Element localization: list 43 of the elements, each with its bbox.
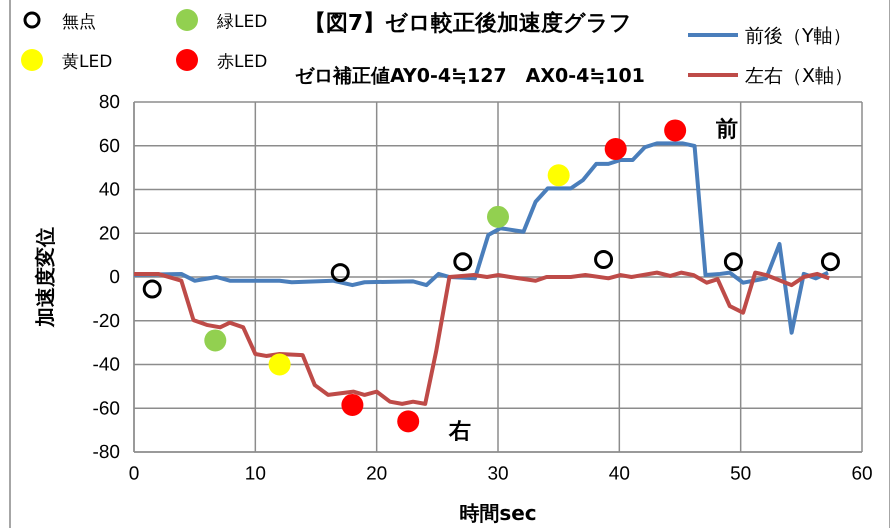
y-tick-label: -20 [92, 310, 120, 332]
chart-title: 【図7】ゼロ較正後加速度グラフ [304, 10, 632, 36]
y-tick-label: 60 [98, 136, 120, 157]
annotation: 右 [448, 419, 471, 444]
y-tick-label: -40 [92, 354, 120, 376]
annotation: 前 [715, 117, 738, 142]
point [604, 138, 627, 160]
y-tick-label: -60 [92, 398, 120, 420]
y-axis-title: 加速度変位 [33, 227, 57, 328]
y-tick-label: 20 [98, 223, 120, 244]
legend-label: 前後（Y軸） [745, 25, 852, 47]
legend-label: 左右（X軸） [745, 65, 854, 87]
point [397, 410, 420, 432]
x-tick-label: 10 [244, 463, 266, 484]
point [724, 252, 743, 272]
legend-label: 赤LED [217, 52, 268, 72]
point [820, 252, 840, 272]
point [341, 394, 364, 416]
y-tick-label: 0 [109, 267, 120, 288]
point [453, 252, 472, 272]
y-tick-label: 40 [98, 180, 120, 201]
point [142, 280, 162, 299]
x-tick-label: 30 [487, 463, 509, 484]
x-axis-title: 時間sec [459, 501, 537, 525]
legend-label: 黄LED [62, 52, 112, 72]
point [548, 164, 570, 186]
point [330, 263, 350, 282]
point [594, 250, 614, 269]
x-tick-label: 60 [851, 463, 873, 484]
line-series [132, 270, 832, 406]
point [204, 329, 226, 352]
legend-label: 緑LED [216, 12, 268, 32]
x-tick-label: 40 [608, 463, 630, 484]
legend-label: 無点 [62, 12, 96, 32]
point [664, 119, 686, 142]
x-tick-label: 50 [730, 463, 752, 484]
chart-subtitle: ゼロ補正値AY0-4≒127 AX0-4≒101 [295, 65, 645, 87]
y-tick-label: -80 [92, 442, 120, 464]
y-tick-label: 80 [98, 92, 120, 114]
x-tick-label: 0 [128, 463, 140, 484]
point [487, 206, 509, 228]
point [268, 354, 291, 376]
x-tick-label: 20 [366, 463, 388, 484]
